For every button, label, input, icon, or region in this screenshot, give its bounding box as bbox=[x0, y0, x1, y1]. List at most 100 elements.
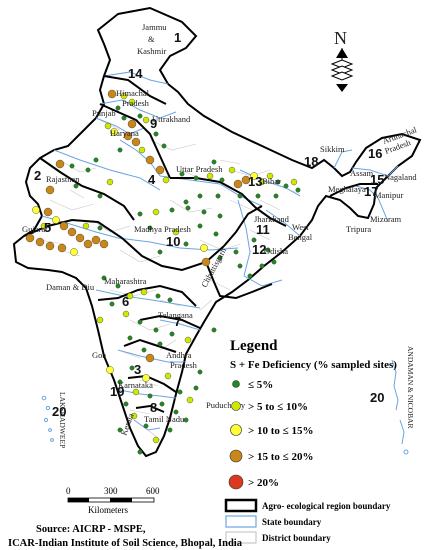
label-hp-pradesh: Pradesh bbox=[122, 98, 150, 108]
sample-site-class-2 bbox=[104, 122, 112, 130]
label-jk-3: Kashmir bbox=[137, 46, 166, 56]
label-gujarat: Gujarat bbox=[22, 224, 48, 234]
legend-label-aer-boundary: Agro- ecological region boundary bbox=[262, 501, 391, 511]
sample-site-class-1 bbox=[237, 193, 243, 199]
aer-line bbox=[329, 183, 378, 197]
aer-line bbox=[103, 75, 167, 105]
legend-subtitle: S + Fe Deficiency (% sampled sites) bbox=[230, 359, 397, 371]
label-punjab: Punjab bbox=[92, 108, 116, 118]
region-number-16: 16 bbox=[368, 146, 382, 161]
north-arrow-letter: N bbox=[334, 28, 347, 48]
label-wb-2: Bengal bbox=[288, 232, 313, 242]
sample-site-class-1 bbox=[247, 273, 253, 279]
sample-site-class-2 bbox=[164, 372, 172, 380]
sample-site-class-1 bbox=[193, 175, 199, 181]
sample-site-class-1 bbox=[197, 369, 203, 375]
sample-site-class-4 bbox=[57, 243, 67, 253]
region-number-11: 11 bbox=[256, 222, 270, 237]
sample-site-class-1 bbox=[173, 409, 179, 415]
legend-label-state-boundary: State boundary bbox=[262, 517, 322, 527]
scale-bar-seg-1 bbox=[68, 498, 89, 502]
sample-site-class-1 bbox=[169, 331, 175, 337]
sample-site-class-1 bbox=[73, 183, 79, 189]
sample-site-class-4 bbox=[91, 235, 101, 245]
sample-site-class-1 bbox=[197, 193, 203, 199]
sample-site-class-3 bbox=[142, 374, 150, 382]
legend-swatch-state-boundary bbox=[225, 515, 257, 528]
label-nagaland: Nagaland bbox=[384, 172, 417, 182]
sample-site-class-1 bbox=[259, 263, 265, 269]
state-line-tn bbox=[133, 419, 161, 431]
sample-site-class-4 bbox=[83, 239, 93, 249]
label-jk-amp: & bbox=[148, 34, 155, 44]
sample-site-class-1 bbox=[213, 231, 219, 237]
sample-site-class-2 bbox=[120, 92, 128, 100]
label-mp: Madhya Pradesh bbox=[134, 224, 192, 234]
region-number-4: 4 bbox=[148, 172, 156, 187]
legend-title: Legend bbox=[230, 338, 278, 354]
label-hp: Himachal bbox=[116, 88, 150, 98]
label-uttarakhand: Uttrakhand bbox=[152, 114, 191, 124]
sample-site-class-4 bbox=[241, 175, 251, 185]
aer-line bbox=[223, 205, 263, 247]
region-number-9: 9 bbox=[150, 116, 157, 131]
sample-site-class-4 bbox=[67, 227, 77, 237]
sample-site-class-1 bbox=[147, 225, 153, 231]
state-line-maharashtra bbox=[95, 289, 201, 309]
label-haryana: Haryana bbox=[110, 128, 139, 138]
sample-site-class-4 bbox=[233, 179, 243, 189]
label-sikkim: Sikkim bbox=[320, 144, 345, 154]
sample-site-class-1 bbox=[85, 167, 91, 173]
sample-site-class-1 bbox=[115, 105, 121, 111]
label-ap-1: Andhra bbox=[166, 350, 192, 360]
sample-site-class-1 bbox=[147, 393, 153, 399]
region-number-2: 2 bbox=[34, 168, 41, 183]
sample-site-class-4 bbox=[59, 221, 69, 231]
sample-site-class-1 bbox=[255, 193, 261, 199]
label-jk-2: & bbox=[148, 34, 155, 44]
sample-site-class-3 bbox=[70, 248, 78, 256]
label-wb: West bbox=[292, 222, 309, 232]
sample-site-class-2 bbox=[140, 288, 148, 296]
sample-site-class-1 bbox=[273, 193, 279, 199]
sample-site-class-4 bbox=[145, 155, 155, 165]
label-jk: Jammu bbox=[142, 22, 167, 32]
sample-site-class-1 bbox=[217, 213, 223, 219]
scale-tick-300: 300 bbox=[104, 486, 118, 496]
sample-site-class-1 bbox=[211, 159, 217, 165]
label-tripura: Tripura bbox=[346, 224, 371, 234]
sample-site-class-1 bbox=[161, 143, 167, 149]
sample-site-class-1 bbox=[179, 171, 185, 177]
region-number-7: 7 bbox=[174, 314, 181, 329]
source-line-2: ICAR-Indian Institute of Soil Science, B… bbox=[8, 538, 243, 549]
sample-site-class-2 bbox=[126, 292, 134, 300]
sample-site-class-4 bbox=[131, 137, 141, 147]
island bbox=[48, 428, 52, 432]
legend-swatch-class-3 bbox=[230, 424, 242, 436]
sample-site-class-1 bbox=[93, 157, 99, 163]
aer-line bbox=[97, 284, 197, 307]
sample-site-class-1 bbox=[127, 335, 133, 341]
sample-site-class-3 bbox=[110, 128, 118, 136]
source-credit: Source: AICRP - MSPE, ICAR-Indian Instit… bbox=[8, 524, 243, 549]
sample-site-class-1 bbox=[157, 341, 163, 347]
sample-site-class-1 bbox=[275, 179, 281, 185]
sample-site-class-3 bbox=[250, 172, 258, 180]
sample-site-class-1 bbox=[121, 115, 127, 121]
aer-line bbox=[205, 261, 273, 300]
sample-site-class-1 bbox=[271, 259, 277, 265]
state-line-odisha bbox=[243, 275, 283, 287]
sample-site-class-1 bbox=[233, 249, 239, 255]
legend-label-district-boundary: District boundary bbox=[262, 533, 331, 543]
sample-site-class-1 bbox=[97, 225, 103, 231]
sample-site-class-3 bbox=[200, 244, 208, 252]
state-line-jharkhand bbox=[265, 209, 301, 237]
sample-site-class-1 bbox=[217, 255, 223, 261]
sample-site-class-4 bbox=[45, 185, 55, 195]
label-hp-1: Himachal bbox=[116, 88, 150, 98]
region-number-6: 6 bbox=[122, 294, 129, 309]
sample-site-class-1 bbox=[177, 389, 183, 395]
sample-site-class-1 bbox=[143, 423, 149, 429]
sample-site-class-3 bbox=[32, 206, 40, 214]
